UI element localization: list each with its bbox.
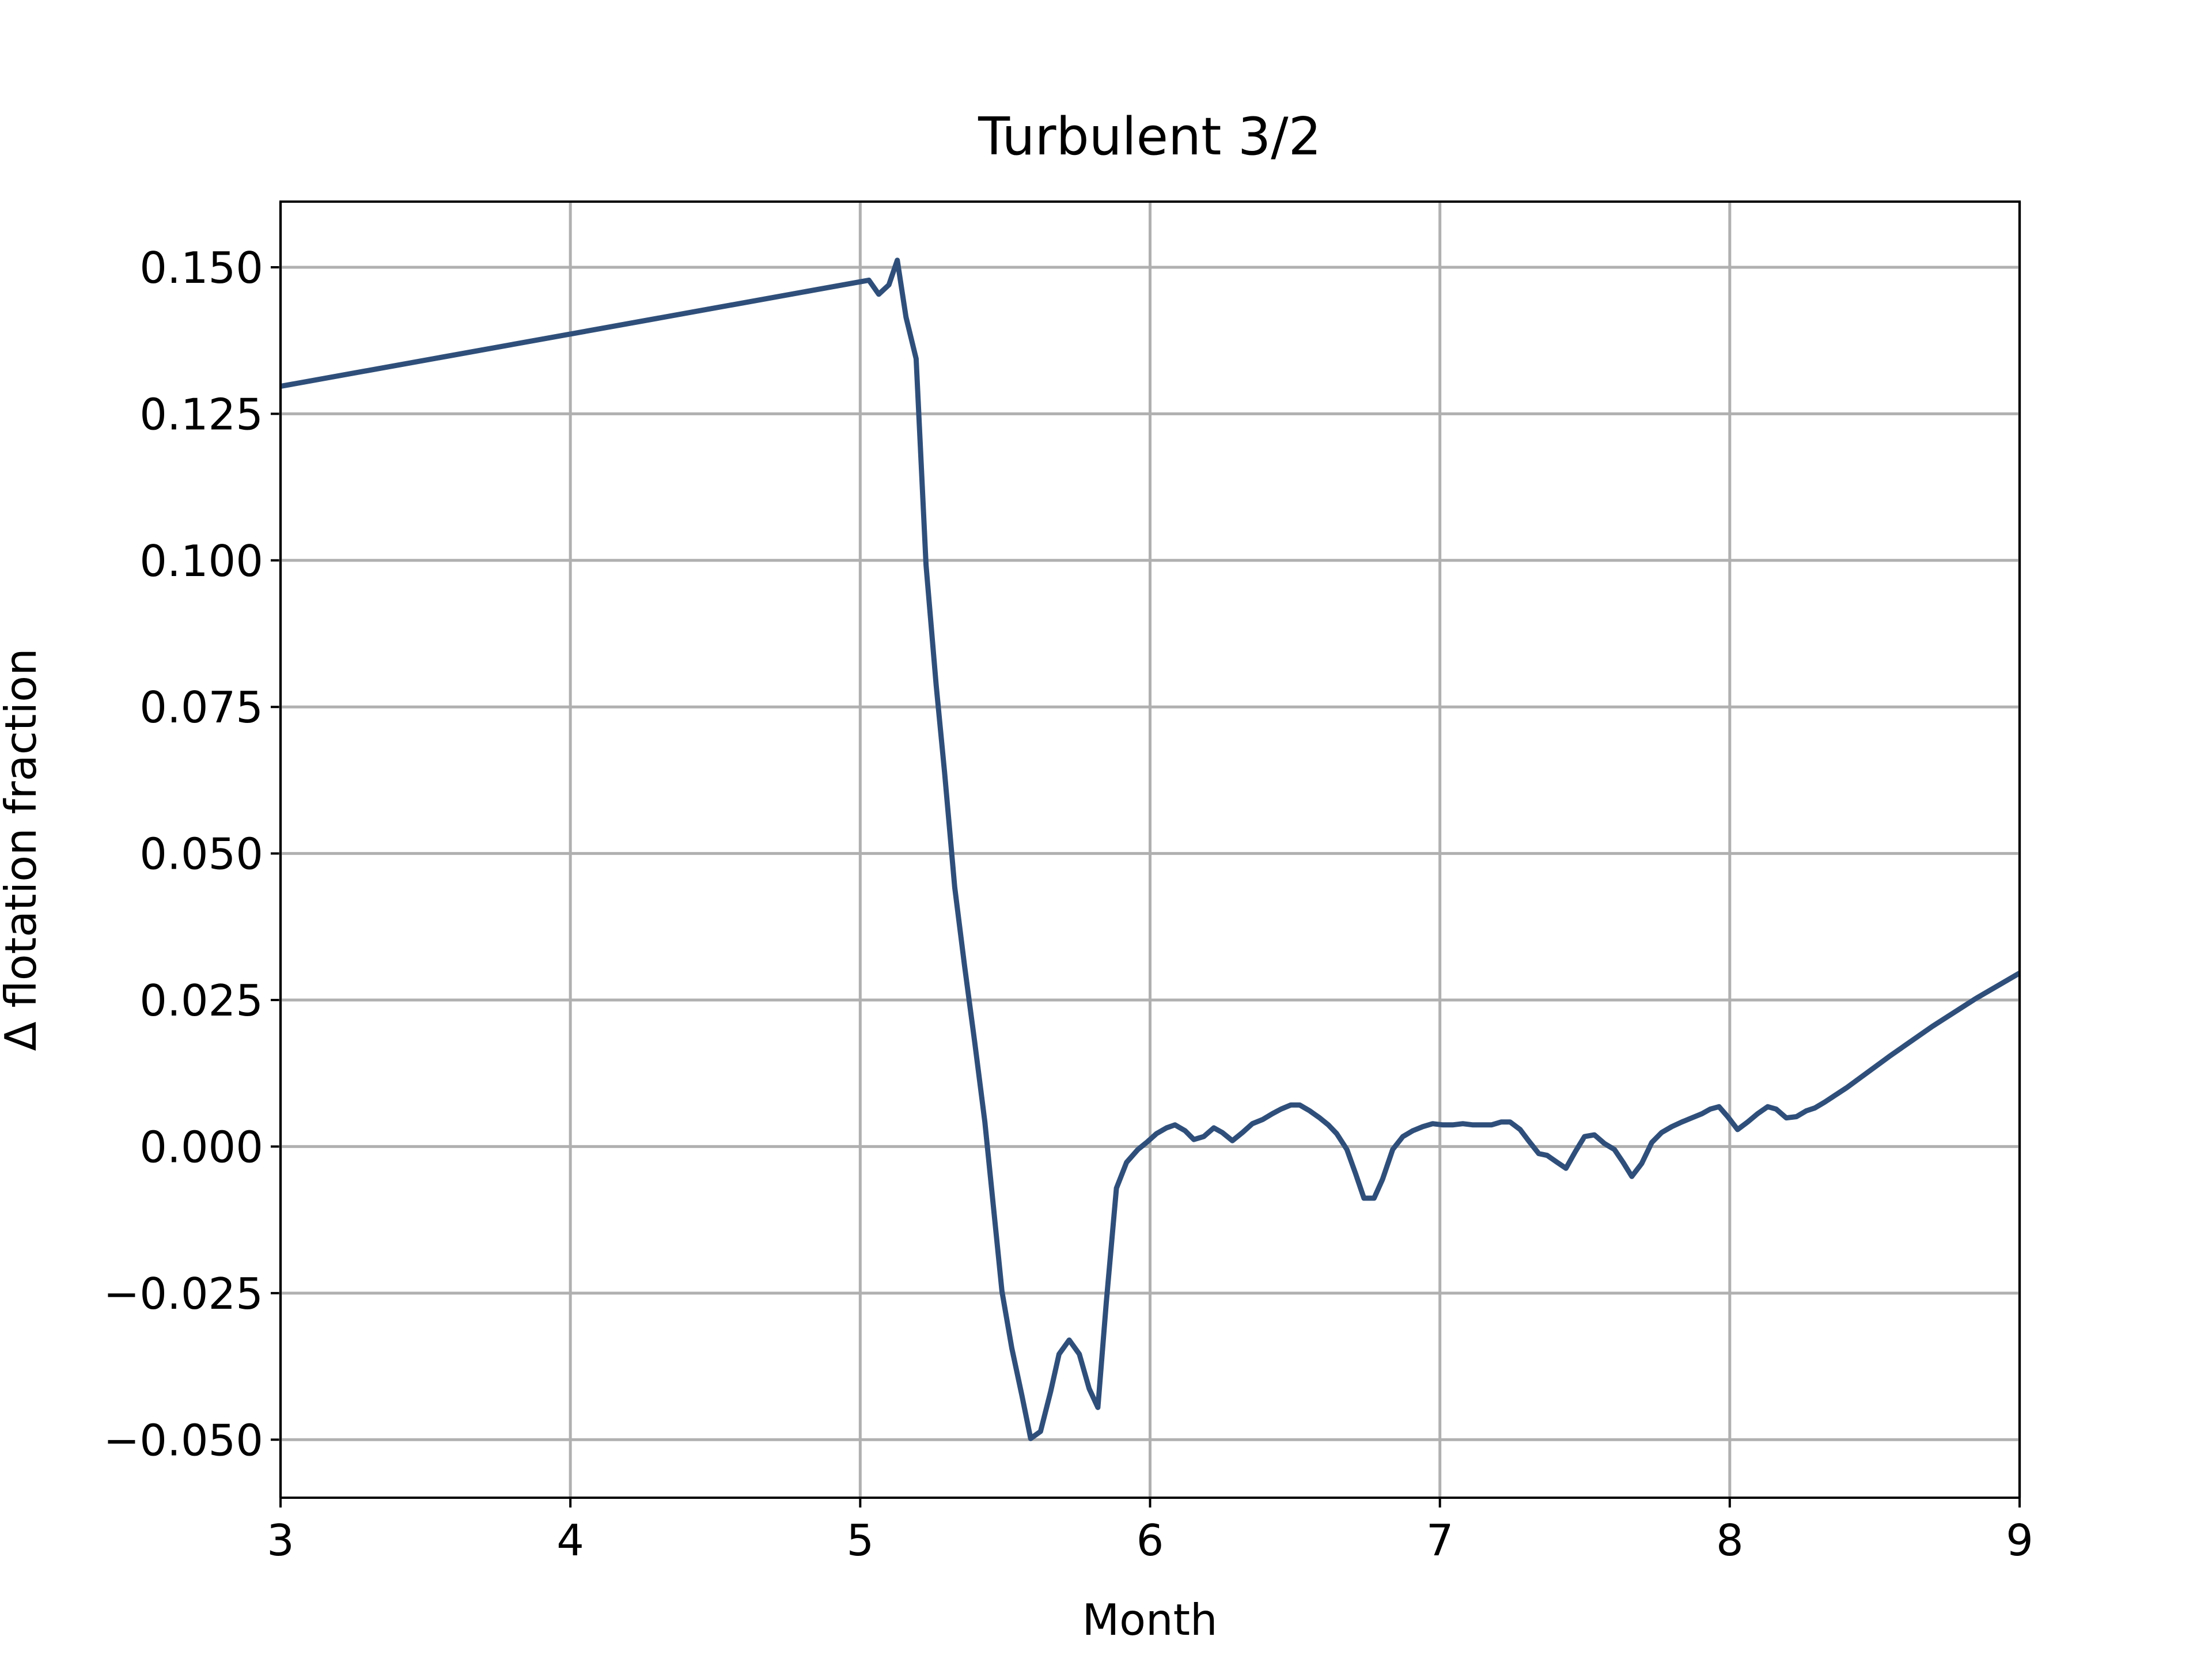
y-tick-label: −0.025 bbox=[103, 1268, 263, 1319]
y-tick-label: 0.100 bbox=[139, 536, 263, 586]
data-line bbox=[280, 257, 2021, 1441]
x-tick-label: 5 bbox=[846, 1515, 874, 1566]
x-tick-label: 7 bbox=[1426, 1515, 1454, 1566]
y-tick-label: 0.000 bbox=[139, 1122, 263, 1172]
chart-title: Turbulent 3/2 bbox=[978, 107, 1321, 167]
x-tick-label: 4 bbox=[556, 1515, 584, 1566]
y-tick-label: 0.075 bbox=[139, 682, 263, 733]
y-tick-label: 0.150 bbox=[139, 243, 263, 293]
y-tick-label: 0.025 bbox=[139, 975, 263, 1026]
x-tick-label: 6 bbox=[1137, 1515, 1164, 1566]
y-axis-label: Δ flotation fraction bbox=[0, 648, 46, 1051]
plot-frame bbox=[279, 200, 2021, 1499]
x-tick-label: 3 bbox=[267, 1515, 294, 1566]
y-tick-label: 0.050 bbox=[139, 829, 263, 880]
x-tick-label: 9 bbox=[2006, 1515, 2033, 1566]
y-tick-label: 0.125 bbox=[139, 389, 263, 440]
y-tick-label: −0.050 bbox=[103, 1415, 263, 1465]
x-axis-label: Month bbox=[1082, 1594, 1217, 1645]
x-tick-label: 8 bbox=[1716, 1515, 1744, 1566]
